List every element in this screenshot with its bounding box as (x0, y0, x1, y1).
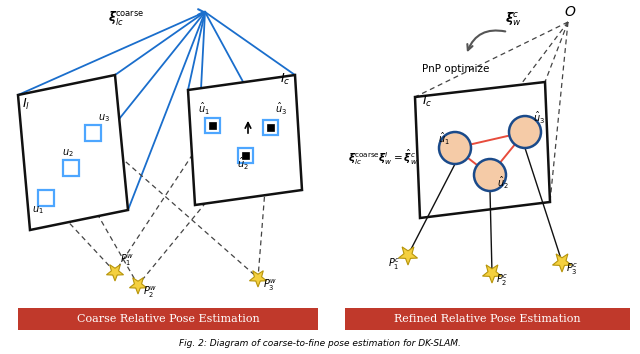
Polygon shape (106, 265, 124, 281)
Text: $P_3^c$: $P_3^c$ (566, 262, 579, 277)
FancyBboxPatch shape (345, 308, 630, 330)
Text: PnP optimize: PnP optimize (422, 64, 490, 74)
Text: $\boldsymbol{\xi}_{lc}^{\mathrm{coarse}}\boldsymbol{\xi}_{w}^{l}=\hat{\boldsymbo: $\boldsymbol{\xi}_{lc}^{\mathrm{coarse}}… (348, 148, 418, 167)
Text: $u_1$: $u_1$ (32, 204, 44, 216)
Text: Coarse Relative Pose Estimation: Coarse Relative Pose Estimation (77, 314, 259, 325)
Text: $P_2^c$: $P_2^c$ (496, 273, 508, 288)
Bar (263, 120, 278, 135)
Polygon shape (18, 75, 128, 230)
Text: $\hat{u}_2$: $\hat{u}_2$ (237, 156, 249, 172)
Polygon shape (188, 75, 302, 205)
Polygon shape (415, 82, 550, 218)
Text: $P_2^w$: $P_2^w$ (143, 285, 157, 300)
Text: Refined Relative Pose Estimation: Refined Relative Pose Estimation (394, 314, 581, 325)
Text: $I_c$: $I_c$ (280, 72, 291, 87)
Bar (85, 125, 101, 141)
Text: $I_c$: $I_c$ (422, 94, 433, 109)
Polygon shape (129, 278, 147, 294)
Text: $\hat{u}_3$: $\hat{u}_3$ (275, 101, 287, 117)
Bar (242, 152, 249, 159)
Text: $\hat{u}_1$: $\hat{u}_1$ (438, 131, 450, 147)
Text: $I_l$: $I_l$ (22, 97, 30, 112)
Bar (238, 148, 253, 163)
Polygon shape (250, 271, 266, 287)
Text: $u_3$: $u_3$ (98, 112, 110, 124)
Text: $\boldsymbol{\xi}_{w}^{c}$: $\boldsymbol{\xi}_{w}^{c}$ (505, 10, 522, 28)
Text: $\hat{u}_1$: $\hat{u}_1$ (198, 101, 210, 117)
Text: $\hat{u}_3$: $\hat{u}_3$ (533, 110, 545, 126)
FancyBboxPatch shape (18, 308, 318, 330)
Text: $O$: $O$ (564, 5, 577, 19)
Bar (38, 190, 54, 206)
Circle shape (474, 159, 506, 191)
Text: $\boldsymbol{\xi}_{lc}^{\mathrm{coarse}}$: $\boldsymbol{\xi}_{lc}^{\mathrm{coarse}}… (108, 10, 144, 28)
Bar (267, 124, 274, 131)
Text: $P_3^w$: $P_3^w$ (263, 278, 277, 293)
Bar (209, 122, 216, 129)
Polygon shape (399, 247, 417, 265)
Text: $P_1^c$: $P_1^c$ (388, 257, 400, 272)
Bar (63, 160, 79, 176)
Polygon shape (552, 254, 572, 272)
Text: $P_1^w$: $P_1^w$ (120, 253, 134, 268)
Bar (205, 118, 220, 133)
Circle shape (439, 132, 471, 164)
Circle shape (509, 116, 541, 148)
Text: $u_2$: $u_2$ (62, 147, 74, 159)
Polygon shape (483, 265, 502, 283)
Text: Fig. 2: Diagram of coarse-to-fine pose estimation for DK-SLAM.: Fig. 2: Diagram of coarse-to-fine pose e… (179, 338, 461, 348)
Text: $\hat{u}_2$: $\hat{u}_2$ (497, 175, 509, 191)
